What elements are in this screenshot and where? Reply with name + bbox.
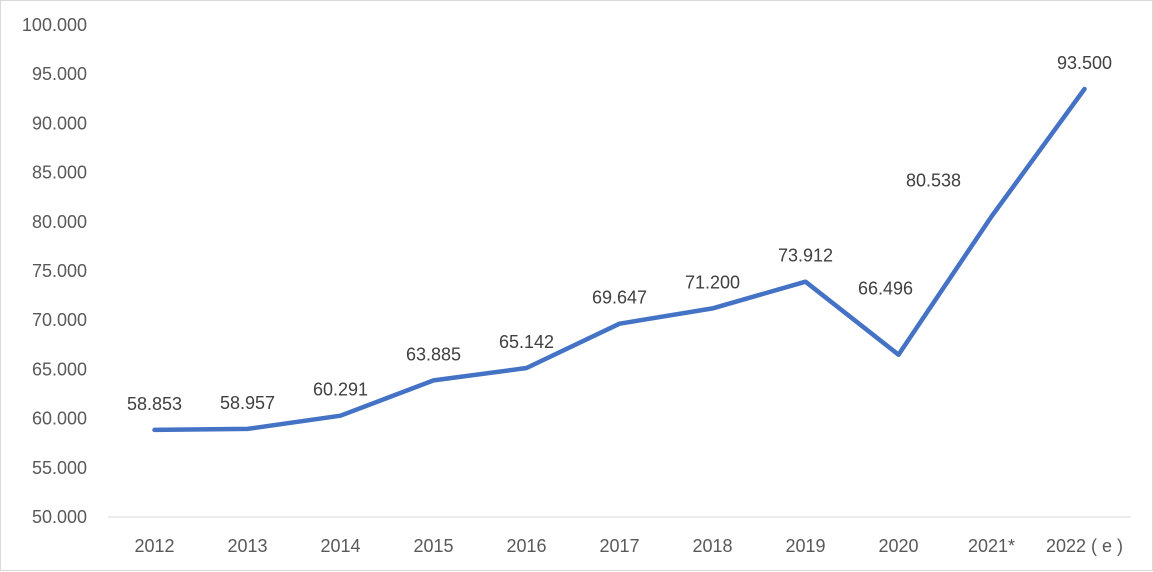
y-tick-label: 100.000 — [22, 15, 87, 35]
x-tick-label: 2013 — [227, 536, 267, 556]
data-label: 58.957 — [220, 393, 275, 413]
y-tick-label: 90.000 — [32, 113, 87, 133]
x-tick-label: 2015 — [413, 536, 453, 556]
data-label: 71.200 — [685, 272, 740, 292]
x-axis-tick-labels: 2012 2013 2014 2015 2016 2017 2018 2019 2020 2021… — [134, 536, 1123, 556]
x-tick-label: 2018 — [692, 536, 732, 556]
y-tick-label: 60.000 — [32, 409, 87, 429]
x-tick-label: 2021* — [968, 536, 1015, 556]
y-tick-label: 70.000 — [32, 310, 87, 330]
y-tick-label: 80.000 — [32, 212, 87, 232]
x-tick-label: 2016 — [506, 536, 546, 556]
y-tick-label: 55.000 — [32, 458, 87, 478]
data-label: 65.142 — [499, 332, 554, 352]
y-axis-tick-labels: 50.000 55.000 60.000 65.000 70.000 75.000 80.0… — [22, 15, 87, 527]
series-line — [152, 86, 1087, 433]
data-label: 63.885 — [406, 344, 461, 364]
x-tick-label: 2017 — [599, 536, 639, 556]
data-label: 66.496 — [858, 279, 913, 299]
data-label: 80.538 — [906, 171, 961, 191]
y-tick-label: 50.000 — [32, 507, 87, 527]
data-label: 58.853 — [127, 394, 182, 414]
x-tick-label: 2014 — [320, 536, 360, 556]
x-tick-label: 2012 — [134, 536, 174, 556]
data-label: 93.500 — [1057, 53, 1112, 73]
x-tick-label: 2022 ( e ) — [1046, 536, 1123, 556]
y-tick-label: 65.000 — [32, 359, 87, 379]
y-tick-label: 95.000 — [32, 64, 87, 84]
data-label: 60.291 — [313, 380, 368, 400]
data-labels: 58.853 58.957 60.291 63.885 65.142 69.647 71.2… — [127, 53, 1112, 414]
y-tick-label: 75.000 — [32, 261, 87, 281]
data-label: 73.912 — [778, 246, 833, 266]
data-label: 69.647 — [592, 288, 647, 308]
x-tick-label: 2020 — [878, 536, 918, 556]
x-tick-label: 2019 — [785, 536, 825, 556]
y-tick-label: 85.000 — [32, 163, 87, 183]
